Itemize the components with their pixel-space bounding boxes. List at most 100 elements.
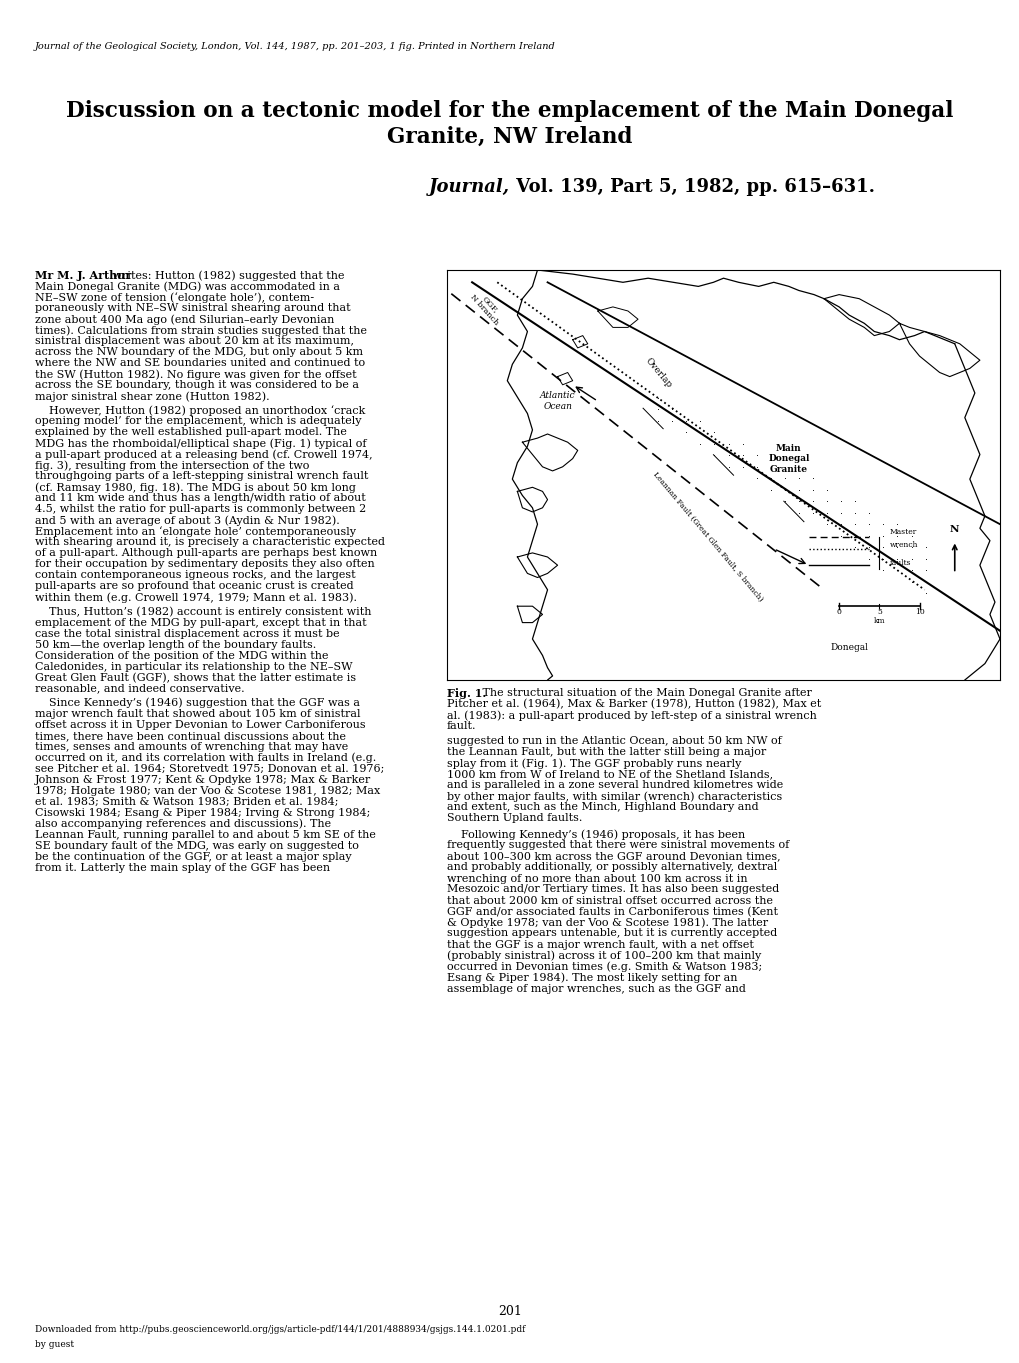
Text: Fig. 1.: Fig. 1. — [446, 688, 486, 699]
Text: Thus, Hutton’s (1982) account is entirely consistent with: Thus, Hutton’s (1982) account is entirel… — [35, 607, 371, 617]
Text: & Opdyke 1978; van der Voo & Scotese 1981). The latter: & Opdyke 1978; van der Voo & Scotese 198… — [446, 917, 767, 928]
Text: see Pitcher et al. 1964; Storetvedt 1975; Donovan et al. 1976;: see Pitcher et al. 1964; Storetvedt 1975… — [35, 763, 384, 774]
Text: Donegal: Donegal — [829, 643, 867, 652]
Text: about 100–300 km across the GGF around Devonian times,: about 100–300 km across the GGF around D… — [446, 852, 780, 861]
Text: Johnson & Frost 1977; Kent & Opdyke 1978; Max & Barker: Johnson & Frost 1977; Kent & Opdyke 1978… — [35, 776, 371, 785]
Text: assemblage of major wrenches, such as the GGF and: assemblage of major wrenches, such as th… — [446, 984, 745, 994]
Text: that the GGF is a major wrench fault, with a net offset: that the GGF is a major wrench fault, wi… — [446, 939, 753, 950]
Text: faults: faults — [889, 559, 910, 567]
Text: N: N — [949, 526, 959, 534]
Text: 4.5, whilst the ratio for pull-aparts is commonly between 2: 4.5, whilst the ratio for pull-aparts is… — [35, 504, 366, 514]
Text: Discussion on a tectonic model for the emplacement of the Main Donegal: Discussion on a tectonic model for the e… — [66, 99, 953, 123]
Text: 5: 5 — [876, 608, 880, 616]
Text: SE boundary fault of the MDG, was early on suggested to: SE boundary fault of the MDG, was early … — [35, 841, 359, 851]
Text: for their occupation by sedimentary deposits they also often: for their occupation by sedimentary depo… — [35, 559, 374, 570]
Text: 201: 201 — [497, 1304, 522, 1318]
Text: Journal,: Journal, — [429, 179, 510, 196]
Text: Leannan Fault, running parallel to and about 5 km SE of the: Leannan Fault, running parallel to and a… — [35, 830, 376, 840]
Text: Leannan Fault (Great Glen Fault, S branch): Leannan Fault (Great Glen Fault, S branc… — [651, 470, 764, 602]
Text: zone about 400 Ma ago (end Silurian–early Devonian: zone about 400 Ma ago (end Silurian–earl… — [35, 313, 334, 324]
Text: NE–SW zone of tension (‘elongate hole’), contem-: NE–SW zone of tension (‘elongate hole’),… — [35, 292, 314, 303]
Text: and extent, such as the Minch, Highland Boundary and: and extent, such as the Minch, Highland … — [446, 801, 758, 812]
Text: offset across it in Upper Devonian to Lower Carboniferous: offset across it in Upper Devonian to Lo… — [35, 720, 365, 731]
Text: of a pull-apart. Although pull-aparts are perhaps best known: of a pull-apart. Although pull-aparts ar… — [35, 548, 377, 559]
Text: 10: 10 — [914, 608, 923, 616]
Text: also accompanying references and discussions). The: also accompanying references and discuss… — [35, 819, 331, 830]
Text: the Leannan Fault, but with the latter still being a major: the Leannan Fault, but with the latter s… — [446, 747, 765, 756]
Text: pull-aparts are so profound that oceanic crust is created: pull-aparts are so profound that oceanic… — [35, 581, 354, 592]
Text: Main Donegal Granite (MDG) was accommodated in a: Main Donegal Granite (MDG) was accommoda… — [35, 281, 339, 292]
Text: and is paralleled in a zone several hundred kilometres wide: and is paralleled in a zone several hund… — [446, 780, 783, 791]
Text: occurred in Devonian times (e.g. Smith & Watson 1983;: occurred in Devonian times (e.g. Smith &… — [446, 961, 761, 972]
Text: contain contemporaneous igneous rocks, and the largest: contain contemporaneous igneous rocks, a… — [35, 570, 356, 581]
Text: wrench: wrench — [889, 541, 917, 549]
Text: times, senses and amounts of wrenching that may have: times, senses and amounts of wrenching t… — [35, 741, 347, 752]
Text: frequently suggested that there were sinistral movements of: frequently suggested that there were sin… — [446, 841, 789, 851]
Text: where the NW and SE boundaries united and continued to: where the NW and SE boundaries united an… — [35, 358, 365, 368]
Text: Mesozoic and/or Tertiary times. It has also been suggested: Mesozoic and/or Tertiary times. It has a… — [446, 885, 779, 894]
Text: within them (e.g. Crowell 1974, 1979; Mann et al. 1983).: within them (e.g. Crowell 1974, 1979; Ma… — [35, 593, 357, 602]
Text: splay from it (Fig. 1). The GGF probably runs nearly: splay from it (Fig. 1). The GGF probably… — [446, 758, 741, 769]
Text: Emplacement into an ‘elongate hole’ contemporaneously: Emplacement into an ‘elongate hole’ cont… — [35, 526, 356, 537]
Text: and probably additionally, or possibly alternatively, dextral: and probably additionally, or possibly a… — [446, 863, 776, 872]
Text: by guest: by guest — [35, 1340, 74, 1349]
Text: case the total sinistral displacement across it must be: case the total sinistral displacement ac… — [35, 628, 339, 639]
Text: sinistral displacement was about 20 km at its maximum,: sinistral displacement was about 20 km a… — [35, 337, 354, 346]
Text: Esang & Piper 1984). The most likely setting for an: Esang & Piper 1984). The most likely set… — [446, 972, 737, 983]
Text: Granite, NW Ireland: Granite, NW Ireland — [387, 125, 632, 149]
Text: with shearing around it, is precisely a characteristic expected: with shearing around it, is precisely a … — [35, 537, 384, 548]
Text: 1978; Holgate 1980; van der Voo & Scotese 1981, 1982; Max: 1978; Holgate 1980; van der Voo & Scotes… — [35, 786, 380, 796]
Text: 50 km—the overlap length of the boundary faults.: 50 km—the overlap length of the boundary… — [35, 639, 316, 650]
Text: (probably sinistral) across it of 100–200 km that mainly: (probably sinistral) across it of 100–20… — [446, 950, 760, 961]
Text: across the SE boundary, though it was considered to be a: across the SE boundary, though it was co… — [35, 380, 359, 390]
Text: by other major faults, with similar (wrench) characteristics: by other major faults, with similar (wre… — [446, 791, 782, 801]
Text: suggested to run in the Atlantic Ocean, about 50 km NW of: suggested to run in the Atlantic Ocean, … — [446, 736, 781, 746]
Text: be the continuation of the GGF, or at least a major splay: be the continuation of the GGF, or at le… — [35, 852, 352, 861]
Text: across the NW boundary of the MDG, but only about 5 km: across the NW boundary of the MDG, but o… — [35, 348, 363, 357]
Text: wrenching of no more than about 100 km across it in: wrenching of no more than about 100 km a… — [446, 874, 747, 883]
Text: Atlantic
Ocean: Atlantic Ocean — [539, 391, 575, 410]
Text: Vol. 139, Part 5, 1982, pp. 615–631.: Vol. 139, Part 5, 1982, pp. 615–631. — [510, 179, 874, 196]
Text: GGF and/or associated faults in Carboniferous times (Kent: GGF and/or associated faults in Carbonif… — [446, 906, 777, 917]
Text: and 11 km wide and thus has a length/width ratio of about: and 11 km wide and thus has a length/wid… — [35, 493, 366, 503]
Text: times). Calculations from strain studies suggested that the: times). Calculations from strain studies… — [35, 324, 367, 335]
Text: Downloaded from http://pubs.geoscienceworld.org/jgs/article-pdf/144/1/201/488893: Downloaded from http://pubs.geosciencewo… — [35, 1325, 525, 1334]
Text: al. (1983): a pull-apart produced by left-step of a sinistral wrench: al. (1983): a pull-apart produced by lef… — [446, 710, 816, 721]
Text: Master: Master — [889, 529, 916, 537]
Text: Great Glen Fault (GGF), shows that the latter estimate is: Great Glen Fault (GGF), shows that the l… — [35, 672, 356, 683]
Text: that about 2000 km of sinistral offset occurred across the: that about 2000 km of sinistral offset o… — [446, 895, 772, 905]
Text: Mr M. J. Arthur: Mr M. J. Arthur — [35, 270, 131, 281]
Text: and 5 with an average of about 3 (Aydin & Nur 1982).: and 5 with an average of about 3 (Aydin … — [35, 515, 339, 526]
Text: major wrench fault that showed about 105 km of sinistral: major wrench fault that showed about 105… — [35, 709, 360, 718]
Text: occurred on it, and its correlation with faults in Ireland (e.g.: occurred on it, and its correlation with… — [35, 752, 376, 763]
Text: opening model’ for the emplacement, which is adequately: opening model’ for the emplacement, whic… — [35, 416, 361, 427]
Text: from it. Latterly the main splay of the GGF has been: from it. Latterly the main splay of the … — [35, 863, 330, 872]
Text: Since Kennedy’s (1946) suggestion that the GGF was a: Since Kennedy’s (1946) suggestion that t… — [35, 698, 360, 709]
Text: poraneously with NE–SW sinistral shearing around that: poraneously with NE–SW sinistral shearin… — [35, 303, 351, 313]
Text: Following Kennedy’s (1946) proposals, it has been: Following Kennedy’s (1946) proposals, it… — [446, 830, 745, 840]
Text: Cisowski 1984; Esang & Piper 1984; Irving & Strong 1984;: Cisowski 1984; Esang & Piper 1984; Irvin… — [35, 808, 370, 818]
Text: et al. 1983; Smith & Watson 1983; Briden et al. 1984;: et al. 1983; Smith & Watson 1983; Briden… — [35, 797, 338, 807]
Text: emplacement of the MDG by pull-apart, except that in that: emplacement of the MDG by pull-apart, ex… — [35, 617, 366, 627]
Text: Consideration of the position of the MDG within the: Consideration of the position of the MDG… — [35, 650, 328, 661]
Text: times, there have been continual discussions about the: times, there have been continual discuss… — [35, 731, 345, 741]
Text: Journal of the Geological Society, London, Vol. 144, 1987, pp. 201–203, 1 fig. P: Journal of the Geological Society, Londo… — [35, 42, 555, 50]
Text: the SW (Hutton 1982). No figure was given for the offset: the SW (Hutton 1982). No figure was give… — [35, 369, 357, 379]
Text: Main
Donegal
Granite: Main Donegal Granite — [767, 444, 809, 473]
Text: major sinistral shear zone (Hutton 1982).: major sinistral shear zone (Hutton 1982)… — [35, 391, 269, 402]
Text: a pull-apart produced at a releasing bend (cf. Crowell 1974,: a pull-apart produced at a releasing ben… — [35, 450, 372, 459]
Text: explained by the well established pull-apart model. The: explained by the well established pull-a… — [35, 427, 346, 438]
Text: 0: 0 — [836, 608, 841, 616]
Text: 1000 km from W of Ireland to NE of the Shetland Islands,: 1000 km from W of Ireland to NE of the S… — [446, 769, 772, 780]
Text: MDG has the rhomboidal/elliptical shape (Fig. 1) typical of: MDG has the rhomboidal/elliptical shape … — [35, 439, 366, 448]
Text: Pitcher et al. (1964), Max & Barker (1978), Hutton (1982), Max et: Pitcher et al. (1964), Max & Barker (197… — [446, 699, 820, 709]
Text: reasonable, and indeed conservative.: reasonable, and indeed conservative. — [35, 684, 245, 694]
Text: writes: Hutton (1982) suggested that the: writes: Hutton (1982) suggested that the — [109, 270, 344, 281]
Text: Southern Upland faults.: Southern Upland faults. — [446, 812, 582, 823]
Text: (cf. Ramsay 1980, fig. 18). The MDG is about 50 km long: (cf. Ramsay 1980, fig. 18). The MDG is a… — [35, 483, 356, 493]
Text: throughgoing parts of a left-stepping sinistral wrench fault: throughgoing parts of a left-stepping si… — [35, 472, 368, 481]
Text: Overlap: Overlap — [642, 356, 673, 390]
Text: suggestion appears untenable, but it is currently accepted: suggestion appears untenable, but it is … — [446, 928, 776, 939]
Text: The structural situation of the Main Donegal Granite after: The structural situation of the Main Don… — [479, 688, 811, 698]
Text: km: km — [872, 616, 884, 624]
